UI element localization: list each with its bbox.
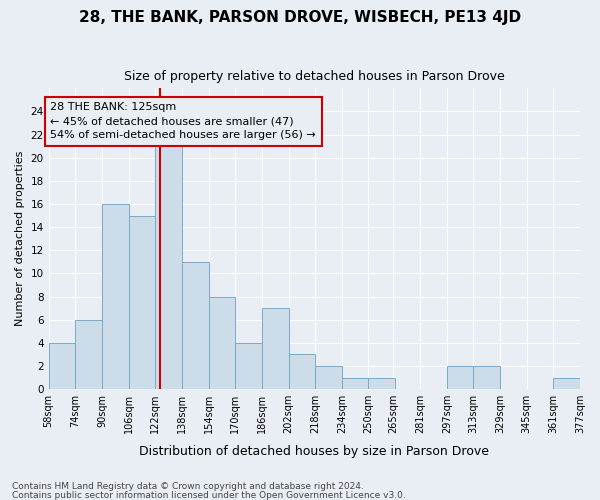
Bar bbox=[342, 378, 368, 389]
Bar bbox=[102, 204, 128, 389]
Bar bbox=[447, 366, 473, 389]
Y-axis label: Number of detached properties: Number of detached properties bbox=[15, 151, 25, 326]
Bar bbox=[553, 378, 580, 389]
Bar bbox=[76, 320, 102, 389]
Text: 28, THE BANK, PARSON DROVE, WISBECH, PE13 4JD: 28, THE BANK, PARSON DROVE, WISBECH, PE1… bbox=[79, 10, 521, 25]
Bar bbox=[128, 216, 155, 389]
Bar bbox=[262, 308, 289, 389]
Bar bbox=[49, 343, 76, 389]
Title: Size of property relative to detached houses in Parson Drove: Size of property relative to detached ho… bbox=[124, 70, 505, 83]
Bar bbox=[473, 366, 500, 389]
Bar bbox=[155, 134, 182, 389]
Bar bbox=[315, 366, 342, 389]
Bar bbox=[209, 296, 235, 389]
Text: Contains HM Land Registry data © Crown copyright and database right 2024.: Contains HM Land Registry data © Crown c… bbox=[12, 482, 364, 491]
Text: Contains public sector information licensed under the Open Government Licence v3: Contains public sector information licen… bbox=[12, 490, 406, 500]
Text: 28 THE BANK: 125sqm
← 45% of detached houses are smaller (47)
54% of semi-detach: 28 THE BANK: 125sqm ← 45% of detached ho… bbox=[50, 102, 316, 140]
X-axis label: Distribution of detached houses by size in Parson Drove: Distribution of detached houses by size … bbox=[139, 444, 490, 458]
Bar bbox=[235, 343, 262, 389]
Bar bbox=[368, 378, 395, 389]
Bar bbox=[289, 354, 315, 389]
Bar bbox=[182, 262, 209, 389]
